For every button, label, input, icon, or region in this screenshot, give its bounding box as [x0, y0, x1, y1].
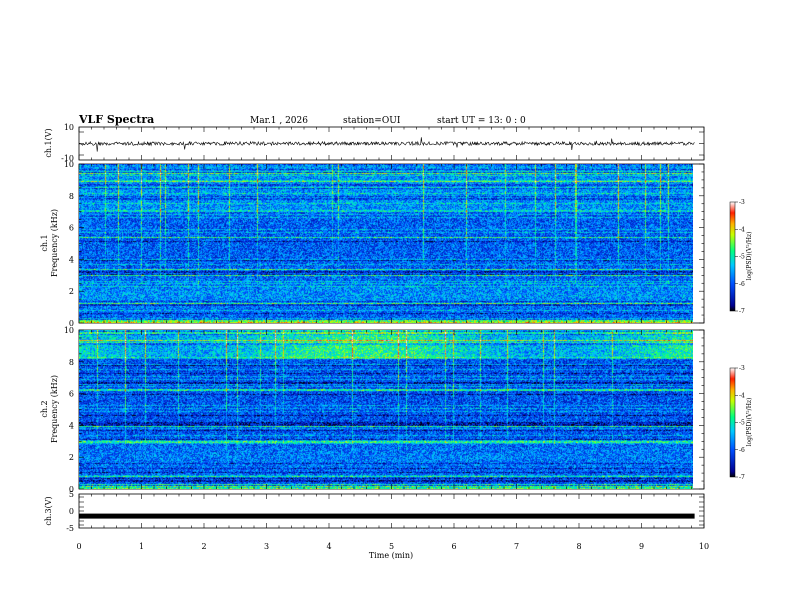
ch1-spectrogram-ytick-labels: 0 2 4 6 8 10	[64, 160, 74, 328]
ch1-spectrogram-panel: 0 2 4 6 8 10 ch.1 Frequency (kHz)	[40, 160, 705, 328]
start-time-label: start UT = 13: 0 : 0	[437, 116, 526, 126]
ch2-colorbar-tick-label: -4	[739, 392, 745, 399]
x-tick-label: 10	[699, 542, 709, 551]
ch2-spectrogram-ylabel-channel: ch.2	[40, 400, 49, 417]
x-tick-label: 4	[326, 542, 331, 551]
ch1-colorbar-tick-label: -3	[739, 199, 745, 206]
ch3-waveform-line	[79, 513, 695, 519]
chart-title: VLF Spectra	[78, 113, 154, 126]
ch3-ytick-top: 5	[69, 490, 74, 499]
ch1-spectrogram-ytick-label: 8	[69, 192, 74, 201]
x-axis-tick-labels: 0 1 2 3 4 5 6 7 8 9 10	[76, 542, 709, 551]
ch3-waveform-panel: 5 0 -5 ch.3(V)	[44, 490, 705, 533]
ch2-colorbar-label: log(PSD)(V²/Hz)	[746, 398, 753, 447]
ch2-colorbar-gradient	[729, 367, 736, 478]
ch2-spectrogram-ylabel-frequency: Frequency (kHz)	[50, 375, 59, 443]
ch1-waveform-ylabel: ch.1(V)	[44, 128, 53, 157]
ch1-ytick-bottom: -10	[61, 154, 74, 163]
ch2-colorbar: -3 -4 -5 -6 -7 log(PSD)(V²/Hz)	[729, 365, 753, 481]
ch1-waveform-ticks	[78, 127, 705, 160]
x-tick-label: 8	[576, 542, 581, 551]
ch1-colorbar-gradient	[729, 201, 736, 312]
date-label: Mar.1 , 2026	[250, 116, 308, 126]
ch2-colorbar-tick-label: -3	[739, 365, 745, 372]
ch2-spectrogram-panel: 0 2 4 6 8 10 ch.2 Frequency (kHz)	[40, 326, 705, 494]
ch2-colorbar-ticks: -3 -4 -5 -6 -7	[735, 365, 745, 481]
ch2-spectrogram-ytick-label: 10	[64, 326, 74, 335]
ch1-spectrogram-ylabel-frequency: Frequency (kHz)	[50, 209, 59, 277]
station-label: station=OUI	[343, 116, 401, 126]
ch1-spectrogram-ticks	[78, 163, 705, 324]
ch3-waveform-ticks	[78, 494, 705, 528]
ch3-waveform-ylabel: ch.3(V)	[44, 496, 53, 525]
ch1-colorbar-tick-label: -4	[739, 226, 745, 233]
ch1-waveform-panel: 10 -10 ch.1(V)	[44, 123, 705, 163]
x-tick-label: 1	[139, 542, 144, 551]
ch2-spectrogram-ytick-label: 8	[69, 358, 74, 367]
ch1-spectrogram-ytick-label: 2	[69, 287, 74, 296]
ch1-spectrogram-ylabel-channel: ch.1	[40, 234, 49, 251]
ch1-spectrogram-ytick-label: 0	[69, 319, 74, 328]
x-tick-label: 0	[76, 542, 81, 551]
ch1-waveform-line	[78, 137, 695, 152]
x-axis-label: Time (min)	[369, 551, 413, 560]
ch1-ytick-top: 10	[64, 123, 74, 132]
x-tick-label: 2	[201, 542, 206, 551]
ch1-colorbar-tick-label: -6	[739, 281, 745, 288]
ch1-colorbar-label: log(PSD)(V²/Hz)	[746, 232, 753, 281]
ch3-ytick-bottom: -5	[66, 524, 74, 533]
ch1-colorbar: -3 -4 -5 -6 -7 log(PSD)(V²/Hz)	[729, 199, 753, 315]
ch1-spectrogram-image	[79, 164, 693, 323]
ch2-colorbar-tick-label: -5	[739, 420, 745, 427]
ch2-spectrogram-ytick-label: 4	[69, 421, 74, 430]
ch2-spectrogram-ytick-label: 6	[69, 390, 74, 399]
ch1-spectrogram-ytick-label: 4	[69, 255, 74, 264]
ch1-spectrogram-ytick-label: 10	[64, 160, 74, 169]
ch3-waveform-frame	[78, 493, 705, 529]
x-tick-label: 3	[264, 542, 269, 551]
x-tick-label: 9	[639, 542, 644, 551]
ch3-ytick-mid: 0	[69, 507, 74, 516]
ch1-colorbar-tick-label: -7	[739, 308, 745, 315]
ch1-spectrogram-ytick-label: 6	[69, 224, 74, 233]
x-tick-label: 6	[451, 542, 456, 551]
x-tick-label: 7	[514, 542, 519, 551]
ch2-spectrogram-ytick-label: 0	[69, 485, 74, 494]
ch2-spectrogram-ticks	[78, 329, 705, 490]
ch2-spectrogram-ytick-labels: 0 2 4 6 8 10	[64, 326, 74, 494]
ch2-spectrogram-image	[79, 330, 693, 489]
x-tick-label: 5	[389, 542, 394, 551]
ch2-colorbar-tick-label: -7	[739, 474, 745, 481]
ch2-spectrogram-ytick-label: 2	[69, 453, 74, 462]
ch1-colorbar-tick-label: -5	[739, 254, 745, 261]
ch2-colorbar-tick-label: -6	[739, 447, 745, 454]
ch1-colorbar-ticks: -3 -4 -5 -6 -7	[735, 199, 745, 315]
